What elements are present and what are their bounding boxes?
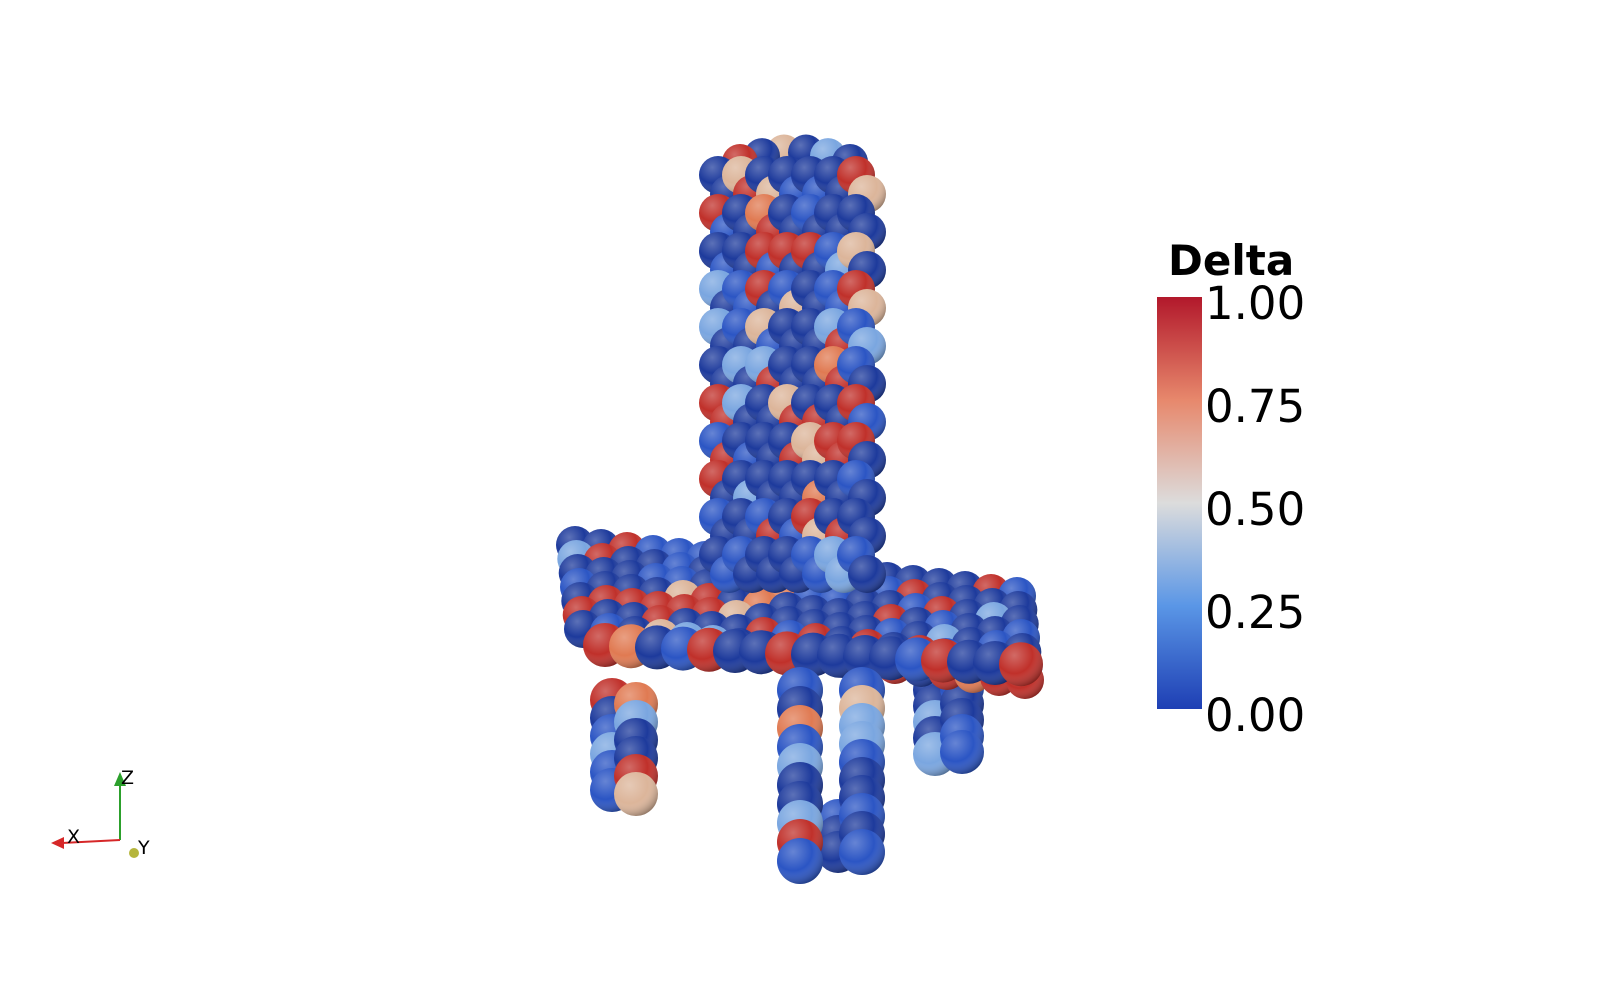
- x-axis-label: X: [67, 826, 81, 848]
- sphere-shading: [614, 772, 658, 816]
- sphere-shading: [777, 838, 823, 884]
- sphere-shading: [999, 642, 1043, 687]
- sphere-shading: [839, 829, 885, 875]
- colorbar-tick-1: 1.00: [1205, 277, 1306, 330]
- sphere-shading: [940, 730, 984, 774]
- y-axis-marker: [129, 848, 139, 858]
- y-axis-label: Y: [138, 837, 150, 859]
- colorbar-tick-0: 0.00: [1205, 689, 1306, 742]
- sphere-shading: [848, 555, 886, 593]
- x-axis-arrow: [51, 837, 64, 849]
- colorbar: [1157, 297, 1202, 709]
- z-axis-label: Z: [121, 767, 135, 789]
- x-axis-line: [61, 839, 121, 844]
- colorbar-tick-025: 0.25: [1205, 586, 1306, 639]
- orientation-axes: [51, 772, 139, 858]
- colorbar-tick-075: 0.75: [1205, 380, 1306, 433]
- colorbar-tick-050: 0.50: [1205, 483, 1306, 536]
- colorbar-title: Delta: [1168, 236, 1295, 285]
- z-axis-arrow: [114, 772, 126, 786]
